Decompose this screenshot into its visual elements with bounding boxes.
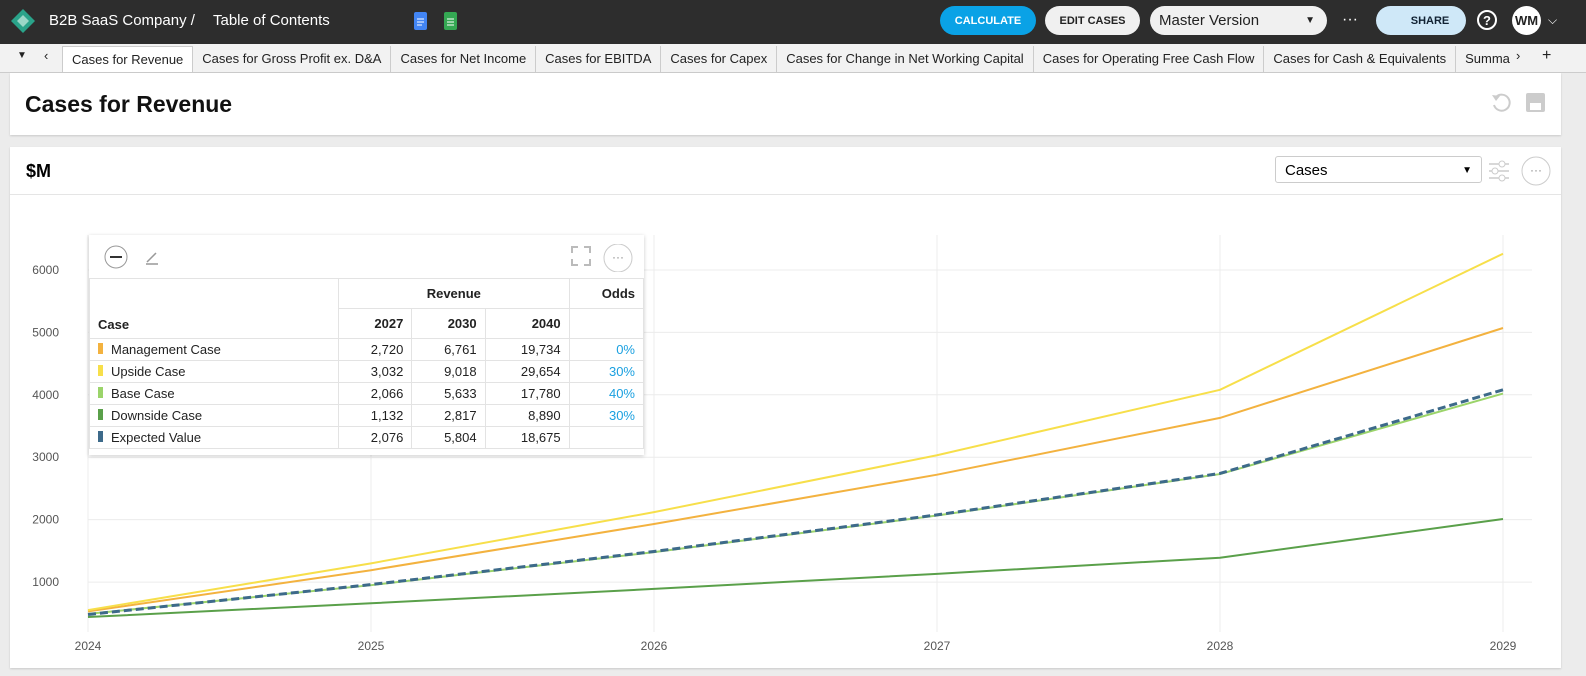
value-cell: 8,890 [484, 404, 570, 427]
odds-cell: 30% [568, 404, 645, 427]
column-header: Case [89, 278, 339, 339]
tab-add[interactable]: + [1542, 47, 1552, 64]
column-header: 2030 [411, 308, 486, 339]
avatar[interactable]: WM [1512, 6, 1541, 35]
logo[interactable] [10, 8, 36, 34]
legend-swatch [98, 343, 103, 354]
value-cell: 5,633 [411, 382, 486, 405]
case-name: Management Case [111, 342, 221, 357]
tab[interactable]: Cases for Change in Net Working Capital [777, 46, 1034, 72]
table-row: Upside Case 3,032 9,018 29,654 30% [89, 360, 645, 383]
value-cell: 19,734 [484, 338, 570, 361]
dropdown-value: Cases [1285, 162, 1328, 179]
svg-text:?: ? [1483, 13, 1491, 28]
value-cell: 6,761 [411, 338, 486, 361]
page-title: Cases for Revenue [25, 91, 233, 117]
value-cell: 2,720 [337, 338, 413, 361]
tab-next[interactable]: › [1516, 48, 1521, 63]
case-cell: Base Case [89, 382, 339, 405]
group-header: Revenue [338, 278, 570, 309]
tab[interactable]: Cases for Operating Free Cash Flow [1034, 46, 1265, 72]
value-cell: 29,654 [484, 360, 570, 383]
value-cell: 9,018 [411, 360, 486, 383]
unit-label: $M [26, 161, 52, 181]
odds-header: Odds [568, 278, 645, 309]
table-tools[interactable] [101, 245, 161, 269]
odds-cell: 0% [568, 338, 645, 361]
case-name: Upside Case [111, 364, 186, 379]
tab-bar: ▼ ‹ Cases for Revenue Cases for Gross Pro… [0, 44, 1586, 73]
account-chevron[interactable]: ⌵ [1548, 13, 1558, 27]
odds-cell: 40% [568, 382, 645, 405]
odds-cell: 30% [568, 360, 645, 383]
legend-swatch [98, 431, 103, 442]
more-menu[interactable]: ··· [1342, 11, 1358, 28]
value-cell: 2,066 [337, 382, 413, 405]
title-card: Cases for Revenue [10, 73, 1561, 135]
case-name: Base Case [111, 386, 175, 401]
tab[interactable]: Summary Cases [1456, 46, 1510, 72]
column-header: 2040 [484, 308, 570, 339]
legend-swatch [98, 365, 103, 376]
panel-icons[interactable]: ··· [1487, 156, 1553, 186]
version: Master Version [1159, 12, 1260, 29]
doc-icons[interactable] [413, 11, 463, 31]
value-cell: 18,675 [484, 426, 570, 449]
version-dropdown[interactable]: Master Version ▼ [1150, 6, 1327, 35]
tab[interactable]: Cases for EBITDA [536, 46, 662, 72]
value-cell: 17,780 [484, 382, 570, 405]
case-cell: Downside Case [89, 404, 339, 427]
calculate-button[interactable]: CALCULATE [940, 6, 1036, 35]
case-cell: Management Case [89, 338, 339, 361]
tab[interactable]: Cases for Capex [661, 46, 778, 72]
tab[interactable]: Cases for Revenue [62, 46, 194, 72]
column-header: 2027 [337, 308, 413, 339]
svg-text:···: ··· [1530, 163, 1542, 177]
value-cell: 2,817 [411, 404, 486, 427]
svg-text:···: ··· [612, 250, 624, 264]
tab[interactable]: Cases for Net Income [391, 46, 537, 72]
odds-cell [568, 426, 645, 449]
value-cell: 5,804 [411, 426, 486, 449]
edit-cases-button[interactable]: EDIT CASES [1045, 6, 1140, 35]
case-cell: Upside Case [89, 360, 339, 383]
cases-dropdown[interactable]: Cases ▼ [1275, 156, 1482, 183]
table-row: Base Case 2,066 5,633 17,780 40% [89, 382, 645, 405]
table-row: Management Case 2,720 6,761 19,734 0% [89, 338, 645, 361]
table-popup: ··· Case Revenue Odds 2027 2030 2040 Managem… [89, 235, 645, 455]
table-actions[interactable]: ··· [569, 244, 639, 272]
table-row: Expected Value 2,076 5,804 18,675 [89, 426, 645, 449]
table-row: Downside Case 1,132 2,817 8,890 30% [89, 404, 645, 427]
tab-menu[interactable]: ▼ [17, 50, 27, 61]
case-name: Expected Value [111, 430, 202, 445]
case-cell: Expected Value [89, 426, 339, 449]
value-cell: 1,132 [337, 404, 413, 427]
help-icon[interactable]: ? [1476, 9, 1498, 31]
top-bar: B2B SaaS Company / Table of Contents CAL… [0, 0, 1586, 44]
legend-swatch [98, 387, 103, 398]
tab[interactable]: Cases for Gross Profit ex. D&A [193, 46, 392, 72]
case-name: Downside Case [111, 408, 203, 423]
company[interactable]: B2B SaaS Company / [49, 12, 195, 29]
tab[interactable]: Cases for Cash & Equivalents [1264, 46, 1457, 72]
toc-link[interactable]: Table of Contents [213, 12, 330, 29]
tab-prev[interactable]: ‹ [44, 48, 49, 63]
legend-swatch [98, 409, 103, 420]
value-cell: 3,032 [337, 360, 413, 383]
value-cell: 2,076 [337, 426, 413, 449]
toolbar-icons [1492, 93, 1545, 112]
tabs: Cases for Revenue Cases for Gross Profit … [62, 46, 1510, 72]
share-button[interactable]: SHARE [1376, 6, 1466, 35]
cases-table: Case Revenue Odds 2027 2030 2040 Management … [89, 278, 645, 449]
